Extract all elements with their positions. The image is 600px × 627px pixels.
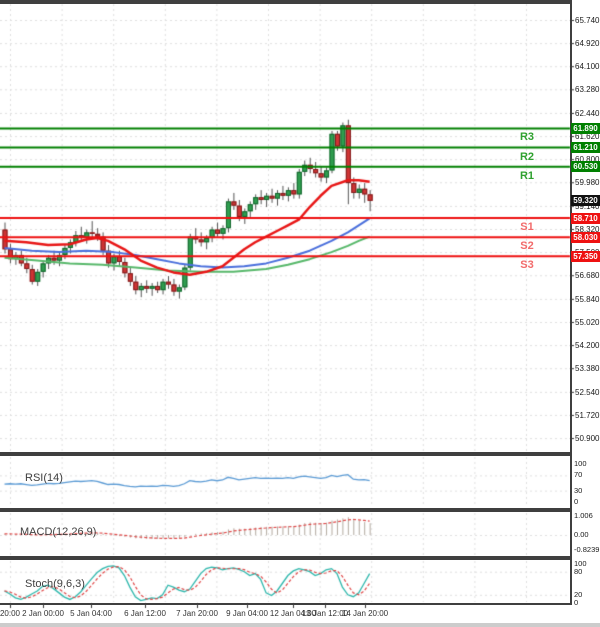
- time-axis-label: 12 Jan 04:00: [269, 609, 317, 618]
- rsi-axis-tick: 100: [574, 459, 587, 468]
- stoch-indicator-label: Stoch(9,6,3): [25, 578, 85, 590]
- level-badge-r1: 60.530: [571, 161, 600, 173]
- rsi-axis-tick: 0: [574, 497, 579, 506]
- macd-axis-tick: 1.006: [574, 511, 593, 521]
- stoch-axis-tick: 80: [574, 566, 583, 576]
- time-axis-label: 14 Jan 20:00: [341, 609, 389, 618]
- price-tick-label: 56.680: [575, 271, 600, 281]
- stoch-axis-tick: 0: [574, 597, 579, 607]
- time-axis-label: 9 Jan 04:00: [226, 609, 268, 618]
- macd-indicator-label: MACD(12,26,9): [20, 526, 97, 538]
- price-tick-label: 61.620: [575, 132, 600, 142]
- rsi-axis-tick: 70: [574, 470, 583, 480]
- level-label-r3: R3: [519, 131, 535, 144]
- footer-strip: [0, 623, 600, 627]
- price-tick-label: 54.200: [575, 341, 600, 351]
- price-tick-label: 64.920: [575, 39, 600, 49]
- price-tick-label: 59.980: [575, 178, 600, 188]
- price-tick-label: 53.380: [575, 364, 600, 374]
- level-label-r1: R1: [519, 169, 535, 182]
- price-tick-label: 59.140: [575, 201, 600, 211]
- price-tick-label: 50.900: [575, 434, 600, 444]
- price-tick-label: 62.440: [575, 108, 600, 118]
- time-axis-label: 13 Jan 12:00: [301, 609, 349, 618]
- price-tick-label: 55.020: [575, 317, 600, 327]
- rsi-axis-tick: 30: [574, 485, 583, 495]
- chart-bottom-border: [0, 603, 572, 605]
- macd-axis-tick: -0.8239: [574, 545, 600, 555]
- rsi-indicator-label: RSI(14): [25, 472, 63, 484]
- time-axis-label: 7 Jan 20:00: [176, 609, 218, 618]
- price-tick-label: 55.840: [575, 294, 600, 304]
- panel-separator-rsi: [0, 452, 570, 456]
- price-tick-label: 58.320: [575, 225, 600, 235]
- level-badge-s1: 58.710: [571, 212, 600, 224]
- level-label-s1: S1: [520, 221, 534, 234]
- price-tick-label: 60.800: [575, 155, 600, 165]
- level-badge-r3: 61.890: [571, 122, 600, 134]
- time-axis-label: 20:00: [0, 609, 21, 618]
- panel-separator-stoch: [0, 556, 570, 560]
- panel-separator-macd: [0, 508, 570, 512]
- price-tick-label: 52.540: [575, 387, 600, 397]
- price-tick-label: 64.100: [575, 62, 600, 72]
- price-tick-label: 65.740: [575, 16, 600, 25]
- price-axis-divider: [570, 0, 572, 605]
- stoch-axis-tick: 20: [574, 589, 583, 599]
- level-label-s2: S2: [520, 240, 534, 253]
- level-badge-r2: 61.210: [571, 142, 600, 154]
- price-tick-label: 63.280: [575, 85, 600, 95]
- time-axis-label: 6 Jan 12:00: [124, 609, 166, 618]
- time-axis-label: 2 Jan 00:00: [22, 609, 64, 618]
- level-badge-s3: 57.350: [571, 250, 600, 262]
- stoch-axis-tick: 100: [574, 559, 587, 568]
- chart-top-border: [0, 0, 572, 4]
- time-axis-label: 5 Jan 04:00: [70, 609, 112, 618]
- price-tick-label: 51.720: [575, 410, 600, 420]
- macd-axis-tick: 0.00: [574, 530, 589, 539]
- level-badge-s2: 58.030: [571, 231, 600, 243]
- level-label-s3: S3: [520, 259, 534, 272]
- current-price-badge: 59.320: [571, 195, 600, 207]
- level-label-r2: R2: [519, 150, 535, 163]
